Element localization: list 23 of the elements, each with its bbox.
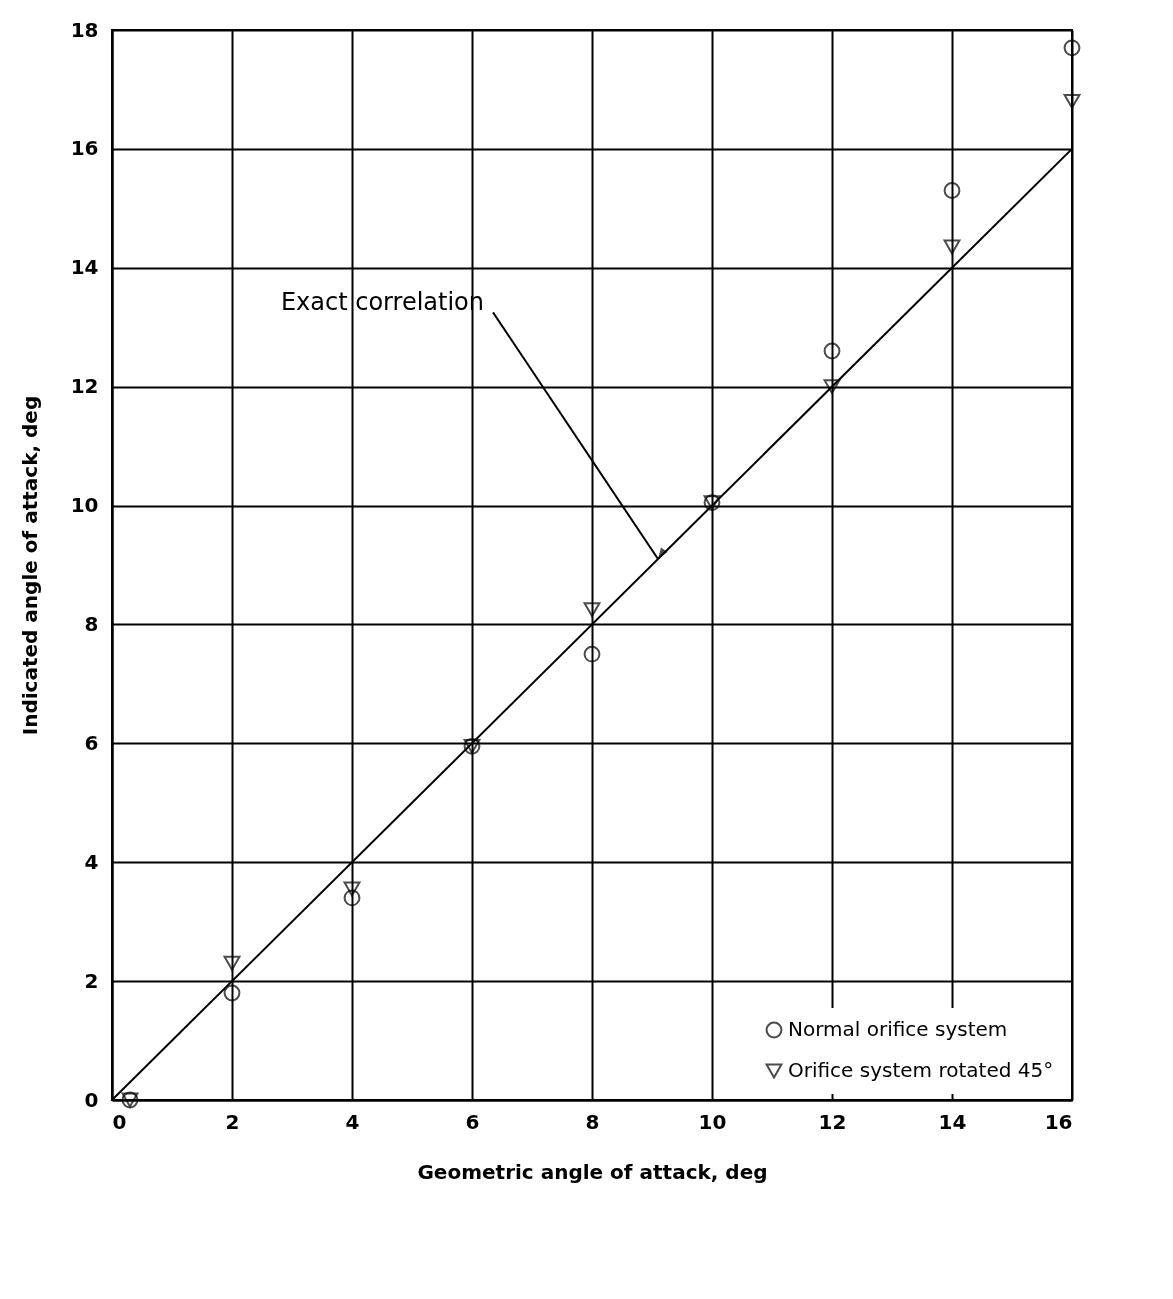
legend-label: Orifice system rotated 45° xyxy=(788,1058,1054,1082)
y-tick-label: 16 xyxy=(70,136,99,161)
y-tick-label: 8 xyxy=(84,611,99,636)
x-tick-label: 2 xyxy=(225,1109,240,1134)
y-tick-label: 10 xyxy=(70,493,99,518)
y-tick-label: 12 xyxy=(70,374,99,399)
x-tick-label: 14 xyxy=(938,1109,967,1134)
y-tick-label: 6 xyxy=(84,730,99,755)
x-tick-label: 10 xyxy=(698,1109,727,1134)
y-tick-label: 0 xyxy=(84,1087,99,1112)
x-tick-label: 8 xyxy=(585,1109,600,1134)
y-tick-label: 4 xyxy=(84,849,99,874)
y-tick-label: 18 xyxy=(70,17,99,42)
y-tick-label: 14 xyxy=(70,255,99,280)
x-tick-label: 16 xyxy=(1044,1109,1073,1134)
x-tick-label: 0 xyxy=(112,1109,127,1134)
legend-label: Normal orifice system xyxy=(788,1017,1008,1041)
x-axis-title: Geometric angle of attack, deg xyxy=(417,1159,768,1184)
y-axis-title: Indicated angle of attack, deg xyxy=(17,395,42,736)
x-tick-label: 4 xyxy=(345,1109,360,1134)
x-tick-label: 12 xyxy=(818,1109,847,1134)
x-tick-label: 6 xyxy=(465,1109,480,1134)
y-tick-label: 2 xyxy=(84,968,99,993)
